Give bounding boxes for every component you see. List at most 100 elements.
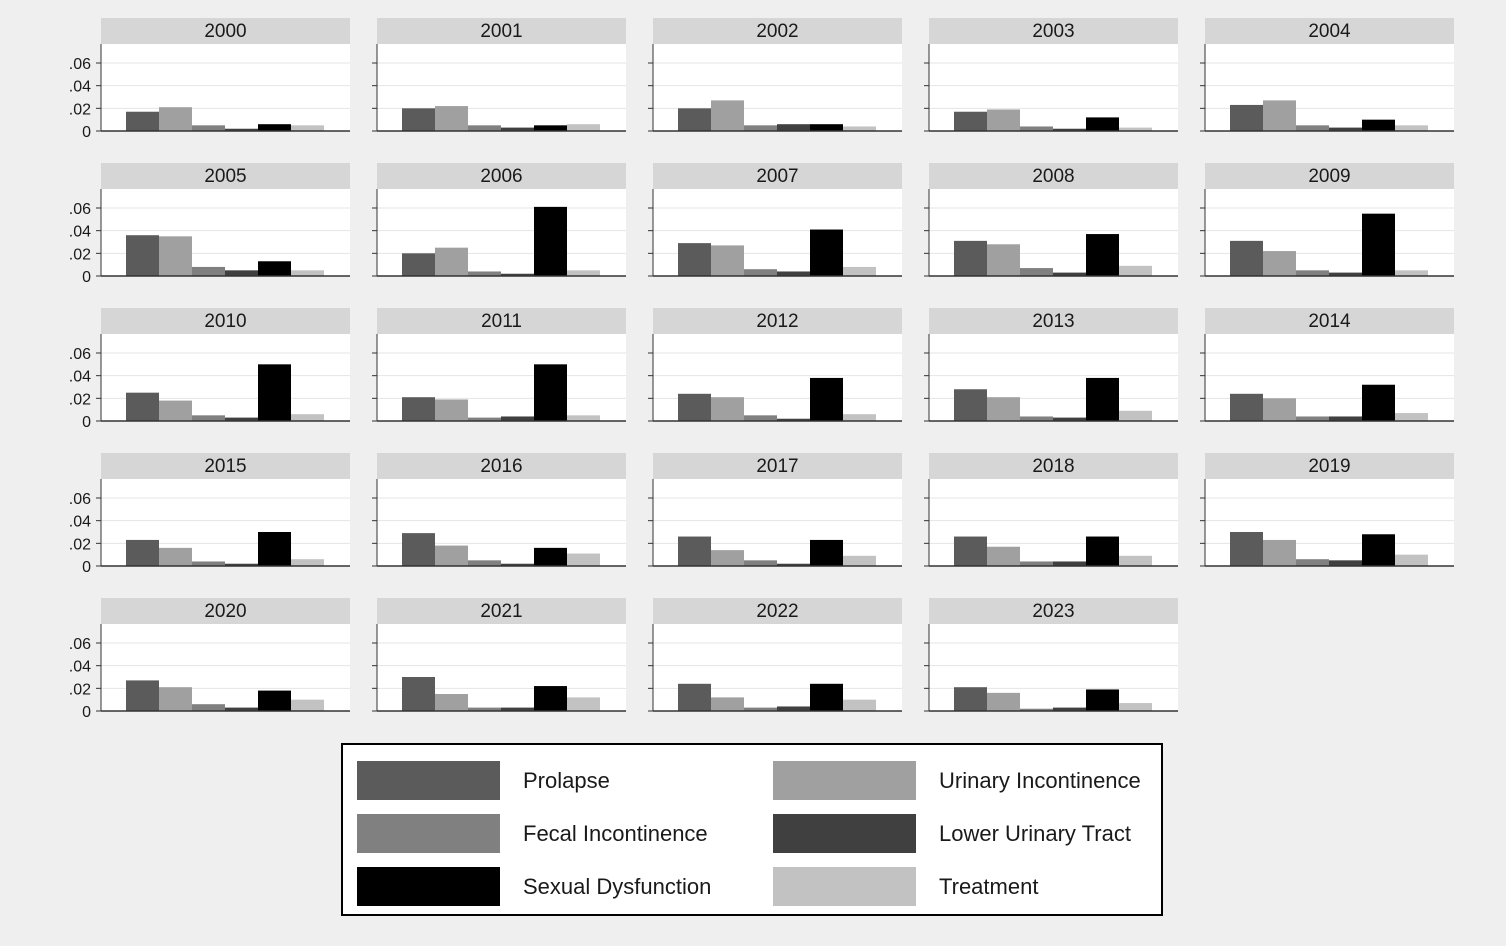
panel-title: 2016 <box>480 456 522 477</box>
bar-sexual-dysfunction <box>1086 536 1119 566</box>
bar-fecal-incontinence <box>1296 559 1329 566</box>
bar-urinary-incontinence <box>711 397 744 421</box>
panel-strip <box>377 453 626 479</box>
bar-sexual-dysfunction <box>1086 689 1119 711</box>
panel-strip <box>377 308 626 334</box>
bar-sexual-dysfunction <box>1362 534 1395 566</box>
bar-fecal-incontinence <box>192 561 225 566</box>
bar-urinary-incontinence <box>711 100 744 131</box>
panel-title: 2001 <box>480 21 522 42</box>
panel-title: 2006 <box>480 166 522 187</box>
panel-2020: 2020 0 .02 .04 .06 <box>69 598 350 721</box>
y-tick-label: .04 <box>69 369 91 386</box>
y-tick-label: 0 <box>82 269 91 286</box>
bar-fecal-incontinence <box>1296 416 1329 421</box>
panel-title: 2017 <box>756 456 798 477</box>
bar-prolapse <box>954 389 987 421</box>
legend-label: Sexual Dysfunction <box>523 874 712 899</box>
bar-treatment <box>1395 413 1428 421</box>
panel-strip <box>101 453 350 479</box>
bar-treatment <box>567 697 600 711</box>
bar-sexual-dysfunction <box>810 683 843 711</box>
panel-strip <box>929 308 1178 334</box>
panel-strip <box>101 18 350 44</box>
panel-2012: 2012 <box>648 308 902 422</box>
bar-sexual-dysfunction <box>258 690 291 711</box>
bar-urinary-incontinence <box>159 547 192 566</box>
bar-treatment <box>843 126 876 131</box>
y-tick-label: .06 <box>69 201 91 218</box>
bar-sexual-dysfunction <box>258 532 291 566</box>
bar-treatment <box>843 266 876 276</box>
panel-2002: 2002 <box>648 18 902 132</box>
bar-lower-urinary-tract <box>1053 128 1086 131</box>
bar-prolapse <box>678 243 711 276</box>
bar-prolapse <box>126 392 159 421</box>
bar-treatment <box>291 414 324 421</box>
bar-lower-urinary-tract <box>1329 272 1362 276</box>
bar-urinary-incontinence <box>711 697 744 711</box>
panel-strip <box>101 163 350 189</box>
bar-prolapse <box>402 253 435 276</box>
y-tick-label: 0 <box>82 414 91 431</box>
legend-label: Treatment <box>939 874 1039 899</box>
bar-sexual-dysfunction <box>258 364 291 421</box>
panel-title: 2018 <box>1032 456 1074 477</box>
bar-lower-urinary-tract <box>225 270 258 276</box>
panel-2001: 2001 <box>372 18 626 132</box>
panel-2013: 2013 <box>924 308 1178 422</box>
panel-2008: 2008 <box>924 163 1178 277</box>
bar-lower-urinary-tract <box>225 563 258 566</box>
bar-lower-urinary-tract <box>777 563 810 566</box>
bar-fecal-incontinence <box>744 415 777 421</box>
bar-treatment <box>291 699 324 711</box>
bar-urinary-incontinence <box>1263 251 1296 276</box>
bar-prolapse <box>1230 532 1263 566</box>
bar-sexual-dysfunction <box>810 229 843 276</box>
bar-lower-urinary-tract <box>501 707 534 711</box>
legend-swatch <box>773 761 916 800</box>
bar-prolapse <box>1230 393 1263 421</box>
bar-fecal-incontinence <box>1296 270 1329 276</box>
bar-fecal-incontinence <box>468 560 501 566</box>
panel-title: 2019 <box>1308 456 1350 477</box>
bar-prolapse <box>678 683 711 711</box>
y-tick-label: .02 <box>69 681 91 698</box>
bar-fecal-incontinence <box>1020 561 1053 566</box>
panel-2009: 2009 <box>1200 163 1454 277</box>
bar-prolapse <box>678 393 711 421</box>
bar-urinary-incontinence <box>159 687 192 711</box>
bar-treatment <box>1395 554 1428 566</box>
panel-strip <box>377 598 626 624</box>
bar-prolapse <box>1230 104 1263 131</box>
bar-sexual-dysfunction <box>810 377 843 421</box>
legend-label: Lower Urinary Tract <box>939 821 1131 846</box>
bar-urinary-incontinence <box>1263 398 1296 421</box>
legend-label: Fecal Incontinence <box>523 821 708 846</box>
bar-fecal-incontinence <box>1020 268 1053 276</box>
bar-lower-urinary-tract <box>225 417 258 421</box>
bar-sexual-dysfunction <box>534 364 567 421</box>
legend-swatch <box>773 867 916 906</box>
y-tick-label: .02 <box>69 391 91 408</box>
y-tick-label: .04 <box>69 659 91 676</box>
panel-title: 2012 <box>756 311 798 332</box>
bar-treatment <box>291 270 324 276</box>
bar-urinary-incontinence <box>435 106 468 131</box>
legend-swatch <box>357 761 500 800</box>
bar-treatment <box>1395 125 1428 131</box>
bar-urinary-incontinence <box>987 546 1020 566</box>
bar-sexual-dysfunction <box>1086 117 1119 131</box>
panel-title: 2009 <box>1308 166 1350 187</box>
panel-title: 2014 <box>1308 311 1351 332</box>
panel-2022: 2022 <box>648 598 902 712</box>
y-tick-label: .06 <box>69 346 91 363</box>
panel-2011: 2011 <box>372 308 626 422</box>
panel-title: 2010 <box>204 311 246 332</box>
bar-sexual-dysfunction <box>258 124 291 131</box>
y-tick-label: .06 <box>69 491 91 508</box>
bar-lower-urinary-tract <box>1053 561 1086 566</box>
panel-2018: 2018 <box>924 453 1178 567</box>
bar-sexual-dysfunction <box>534 686 567 711</box>
